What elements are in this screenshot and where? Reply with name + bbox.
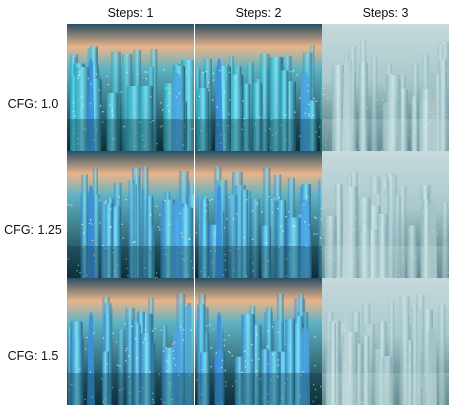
image-cfg-1-0-steps-3 <box>322 24 449 151</box>
image-cfg-1-5-steps-3 <box>322 278 449 405</box>
column-label-steps-2: Steps: 2 <box>235 6 282 20</box>
city-render <box>67 151 194 278</box>
image-cfg-1-5-steps-2 <box>195 278 322 405</box>
city-render <box>67 24 194 151</box>
image-cfg-1-25-steps-1 <box>67 151 194 278</box>
city-render <box>195 24 322 151</box>
city-render <box>322 24 449 151</box>
row-label-cfg-1-25: CFG: 1.25 <box>4 223 62 237</box>
column-label-steps-1: Steps: 1 <box>107 6 154 20</box>
row-label-cfg-1-5: CFG: 1.5 <box>7 349 59 363</box>
row-label-cfg-1-0: CFG: 1.0 <box>7 97 59 111</box>
city-render <box>322 278 449 405</box>
city-render <box>67 278 194 405</box>
image-cfg-1-0-steps-2 <box>195 24 322 151</box>
image-cfg-1-25-steps-3 <box>322 151 449 278</box>
image-cfg-1-25-steps-2 <box>195 151 322 278</box>
column-label-steps-3: Steps: 3 <box>362 6 409 20</box>
city-render <box>195 151 322 278</box>
image-cfg-1-0-steps-1 <box>67 24 194 151</box>
image-cfg-1-5-steps-1 <box>67 278 194 405</box>
city-render <box>195 278 322 405</box>
city-render <box>322 151 449 278</box>
